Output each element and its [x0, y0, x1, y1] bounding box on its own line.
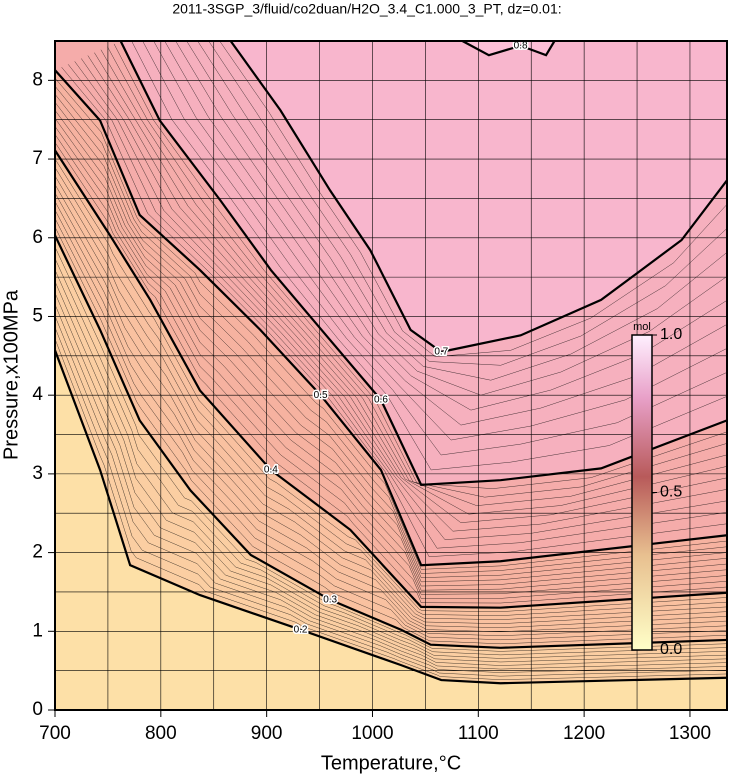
y-axis-title: Pressure,x100MPa [0, 289, 22, 460]
contour-fill [230, 41, 728, 352]
minor-contour [54, 110, 728, 587]
x-tick-label: 700 [39, 723, 71, 744]
plot-area: 0.2 0.3 0.4 0.5 0.6 0.7 0.8 [53, 39, 728, 711]
y-tick-label: 4 [32, 384, 43, 405]
minor-contour [142, 40, 728, 456]
minor-contour [219, 40, 728, 357]
minor-contour [54, 281, 728, 663]
minor-contour [61, 67, 728, 557]
contour-label: 0.8 [514, 40, 528, 51]
x-tick-label: 800 [145, 723, 177, 744]
x-tick-label: 1300 [669, 723, 711, 744]
minor-contour [54, 77, 728, 570]
minor-contour [113, 43, 728, 489]
colorbar-title: mol [633, 321, 651, 333]
contour-label: 0.6 [374, 395, 388, 406]
minor-contour [54, 226, 728, 645]
minor-contour [54, 209, 728, 637]
contour-label: 0.2 [294, 624, 308, 635]
y-tick-label: 7 [32, 148, 43, 169]
minor-contour [54, 102, 728, 583]
y-tick-label: 2 [32, 542, 43, 563]
x-tick-label: 1100 [458, 723, 499, 744]
minor-contour [54, 327, 728, 677]
minor-contour [175, 40, 728, 411]
minor-contour [54, 94, 728, 578]
minor-contour [54, 142, 728, 604]
minor-contour [100, 49, 728, 506]
minor-contour [54, 86, 728, 574]
minor-contour [54, 192, 728, 629]
y-tick-label: 6 [32, 227, 43, 248]
contour-line [53, 349, 728, 685]
contour-line [54, 234, 728, 649]
y-tick-label: 1 [32, 620, 43, 641]
minor-contour [54, 184, 728, 624]
x-tick-label: 900 [251, 723, 283, 744]
minor-contour [81, 58, 728, 532]
minor-contour [54, 126, 728, 595]
minor-contour [197, 40, 728, 381]
contour-line [461, 40, 556, 57]
minor-contour [87, 55, 728, 523]
minor-contour [54, 218, 728, 641]
minor-contour [54, 269, 728, 659]
x-tick-label: 1000 [351, 723, 393, 744]
minor-contour [54, 258, 728, 656]
y-tick-label: 5 [32, 305, 43, 326]
y-tick-label: 8 [32, 69, 43, 90]
minor-contour [54, 201, 728, 633]
minor-contour [153, 40, 728, 441]
contour-line [54, 69, 728, 567]
contour-line [54, 149, 728, 609]
minor-contour [164, 40, 728, 426]
minor-contour [107, 46, 728, 498]
x-axis-title: Temperature,°C [321, 752, 461, 774]
colorbar-tick-label: 0.5 [660, 484, 682, 501]
colorbar-tick-label: 1.0 [660, 326, 682, 343]
minor-contour [54, 175, 728, 620]
y-tick-label: 3 [32, 463, 43, 484]
colorbar-tick-label: 0.0 [660, 641, 682, 658]
contour-label: 0.4 [264, 465, 278, 476]
contour-line [119, 40, 728, 487]
minor-contour [54, 246, 728, 652]
minor-contour [54, 158, 728, 612]
minor-contour [186, 40, 728, 396]
minor-contour [54, 315, 728, 673]
contour-line [229, 40, 728, 354]
x-tick-label: 1200 [563, 723, 605, 744]
minor-contour [74, 61, 728, 540]
chart-title: 2011-3SGP_3/fluid/co2duan/H2O_3.4_C1.000… [172, 1, 561, 17]
minor-contour [54, 292, 728, 666]
minor-contour [54, 338, 728, 680]
contour-label: 0.3 [323, 594, 337, 605]
plot-frame [54, 40, 728, 711]
minor-contour [67, 64, 728, 549]
contour-label: 0.7 [434, 347, 448, 358]
minor-contour [94, 52, 728, 515]
minor-contour [54, 304, 728, 670]
y-tick-label: 0 [32, 699, 43, 720]
colorbar [631, 334, 653, 651]
contour-label: 0.5 [314, 390, 328, 401]
minor-contour [208, 40, 728, 366]
